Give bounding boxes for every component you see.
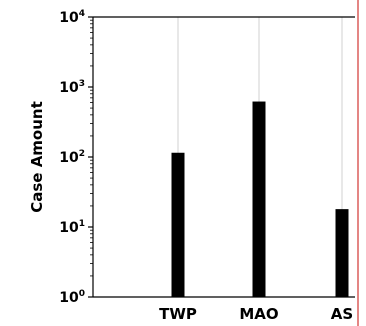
- y-tick-label: 104: [59, 9, 85, 26]
- y-tick-exponent: 1: [79, 219, 85, 229]
- bar-twp: [171, 152, 185, 297]
- y-tick-base: 10: [59, 220, 79, 236]
- y-tick-exponent: 3: [79, 79, 85, 89]
- y-tick-base: 10: [59, 10, 79, 26]
- y-tick-base: 10: [59, 80, 79, 96]
- x-tick-label: TWP: [159, 305, 197, 323]
- y-axis-title: Case Amount: [28, 101, 46, 213]
- y-tick-base: 10: [59, 150, 79, 166]
- y-tick-base: 10: [59, 290, 79, 306]
- bar-as: [335, 209, 349, 297]
- y-tick-exponent: 2: [79, 149, 85, 159]
- bars-layer: [171, 101, 349, 297]
- y-tick-label: 103: [59, 79, 85, 96]
- y-tick-label: 100: [59, 289, 85, 306]
- x-labels-layer: TWP MAO AS: [159, 305, 353, 323]
- y-tick-label: 101: [59, 219, 85, 236]
- axes-layer: [92, 0, 359, 326]
- y-tick-exponent: 0: [79, 289, 85, 299]
- bar-mao: [252, 101, 266, 297]
- x-tick-label: AS: [331, 305, 353, 323]
- y-tick-label: 102: [59, 149, 85, 166]
- x-tick-label: MAO: [239, 305, 278, 323]
- y-tick-exponent: 4: [79, 9, 85, 19]
